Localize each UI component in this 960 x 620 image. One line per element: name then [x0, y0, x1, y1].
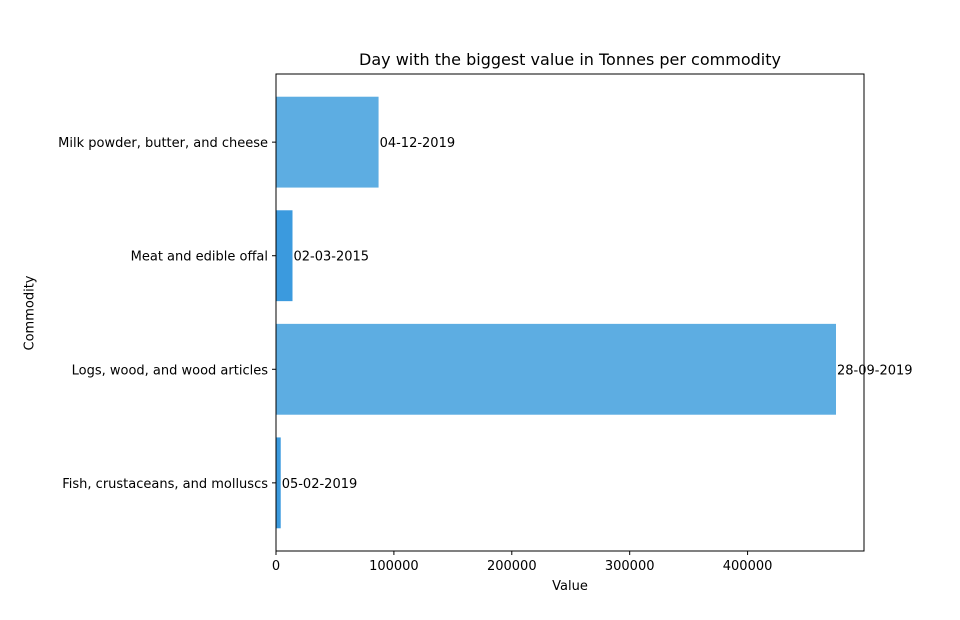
data-label: 02-03-2015: [294, 250, 370, 265]
y-axis-label: Commodity: [22, 275, 38, 351]
plot-frame: [275, 73, 865, 552]
x-tick-label: 0: [272, 559, 280, 574]
x-tick-label: 100000: [369, 559, 419, 574]
bar: [276, 210, 293, 302]
bar: [276, 437, 281, 529]
data-label: 04-12-2019: [380, 136, 456, 151]
y-tick-label: Logs, wood, and wood articles: [72, 363, 269, 378]
y-tick-label: Milk powder, butter, and cheese: [58, 136, 268, 151]
bar: [276, 323, 836, 415]
x-tick-label: 200000: [487, 559, 537, 574]
x-axis-label: Value: [552, 579, 588, 594]
data-label: 05-02-2019: [282, 477, 358, 492]
y-tick-label: Meat and edible offal: [131, 250, 268, 265]
chart-title: Day with the biggest value in Tonnes per…: [359, 50, 781, 69]
data-label: 28-09-2019: [837, 363, 913, 378]
y-tick-label: Fish, crustaceans, and molluscs: [62, 477, 268, 492]
x-tick-label: 300000: [605, 559, 655, 574]
x-tick-label: 400000: [723, 559, 773, 574]
bar: [276, 96, 379, 188]
